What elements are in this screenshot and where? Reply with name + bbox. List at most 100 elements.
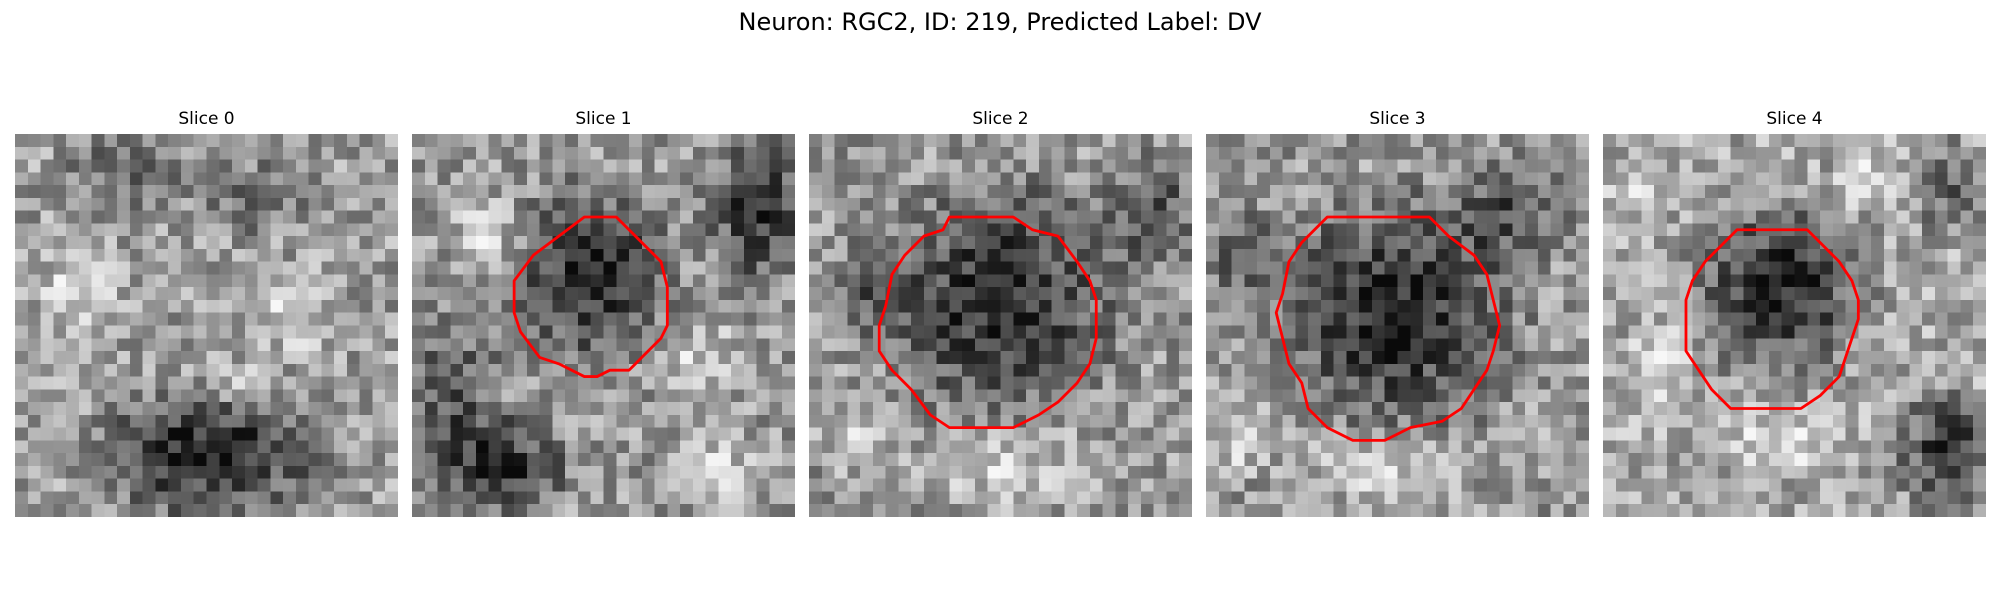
pixel — [346, 491, 360, 505]
pixel — [1603, 223, 1617, 237]
pixel — [501, 414, 515, 428]
pixel — [1064, 134, 1078, 148]
pixel — [1641, 491, 1655, 505]
pixel — [718, 465, 732, 479]
pixel — [346, 299, 360, 313]
pixel — [1064, 338, 1078, 352]
pixel — [501, 146, 515, 160]
pixel — [283, 478, 297, 492]
pixel — [782, 453, 795, 467]
pixel — [1896, 146, 1910, 160]
pixel — [1371, 465, 1385, 479]
pixel — [782, 504, 795, 517]
pixel — [308, 185, 322, 199]
pixel — [66, 338, 80, 352]
pixel — [1128, 172, 1142, 186]
pixel — [885, 134, 899, 148]
pixel — [1563, 389, 1577, 403]
pixel — [1000, 223, 1014, 237]
pixel — [372, 261, 386, 275]
pixel — [1308, 504, 1322, 517]
pixel — [1435, 351, 1449, 365]
pixel — [885, 185, 899, 199]
pixel — [1743, 376, 1757, 390]
pixel — [78, 299, 92, 313]
pixel — [1359, 389, 1373, 403]
pixel — [437, 197, 451, 211]
pixel — [1743, 287, 1757, 301]
pixel — [923, 146, 937, 160]
pixel — [1153, 134, 1167, 148]
pixel — [1359, 363, 1373, 377]
pixel — [539, 363, 553, 377]
pixel — [1550, 146, 1564, 160]
pixel — [1257, 504, 1271, 517]
pixel — [1140, 146, 1154, 160]
pixel — [1423, 427, 1437, 441]
pixel — [1947, 465, 1961, 479]
pixel — [53, 363, 67, 377]
pixel — [501, 312, 515, 326]
pixel — [1448, 287, 1462, 301]
pixel — [1218, 402, 1232, 416]
pixel — [1922, 134, 1936, 148]
pixel — [1218, 389, 1232, 403]
pixel — [1628, 197, 1642, 211]
pixel — [232, 185, 246, 199]
pixel — [1768, 299, 1782, 313]
pixel — [987, 440, 1001, 454]
pixel — [78, 351, 92, 365]
pixel — [244, 197, 258, 211]
pixel — [962, 491, 976, 505]
pixel — [885, 172, 899, 186]
pixel — [1499, 248, 1513, 262]
pixel — [104, 453, 118, 467]
pixel — [603, 197, 617, 211]
pixel — [1153, 453, 1167, 467]
pixel — [206, 440, 220, 454]
pixel — [475, 414, 489, 428]
pixel — [1359, 402, 1373, 416]
pixel — [756, 299, 770, 313]
pixel — [206, 287, 220, 301]
pixel — [1717, 223, 1731, 237]
pixel — [206, 146, 220, 160]
pixel — [1359, 159, 1373, 173]
pixel — [53, 465, 67, 479]
pixel — [257, 134, 271, 148]
pixel — [1615, 504, 1629, 517]
pixel — [1231, 299, 1245, 313]
pixel — [514, 427, 528, 441]
pixel — [232, 376, 246, 390]
pixel — [641, 287, 655, 301]
pixel — [936, 325, 950, 339]
pixel — [1641, 210, 1655, 224]
pixel — [1858, 299, 1872, 313]
pixel — [1717, 465, 1731, 479]
pixel — [27, 146, 41, 160]
pixel — [53, 402, 67, 416]
pixel — [1692, 185, 1706, 199]
pixel — [1922, 363, 1936, 377]
pixel — [1717, 478, 1731, 492]
pixel — [244, 465, 258, 479]
pixel — [1550, 299, 1564, 313]
pixel — [1641, 146, 1655, 160]
pixel — [885, 248, 899, 262]
pixel — [962, 440, 976, 454]
pixel — [450, 223, 464, 237]
pixel — [898, 197, 912, 211]
pixel — [1960, 478, 1974, 492]
pixel — [552, 402, 566, 416]
pixel — [1128, 134, 1142, 148]
pixel — [962, 363, 976, 377]
pixel — [1218, 172, 1232, 186]
pixel — [1563, 427, 1577, 441]
pixel — [1781, 325, 1795, 339]
pixel — [898, 363, 912, 377]
pixel — [1781, 440, 1795, 454]
pixel — [1320, 491, 1334, 505]
pixel — [501, 261, 515, 275]
pixel — [1512, 197, 1526, 211]
pixel — [1934, 440, 1948, 454]
